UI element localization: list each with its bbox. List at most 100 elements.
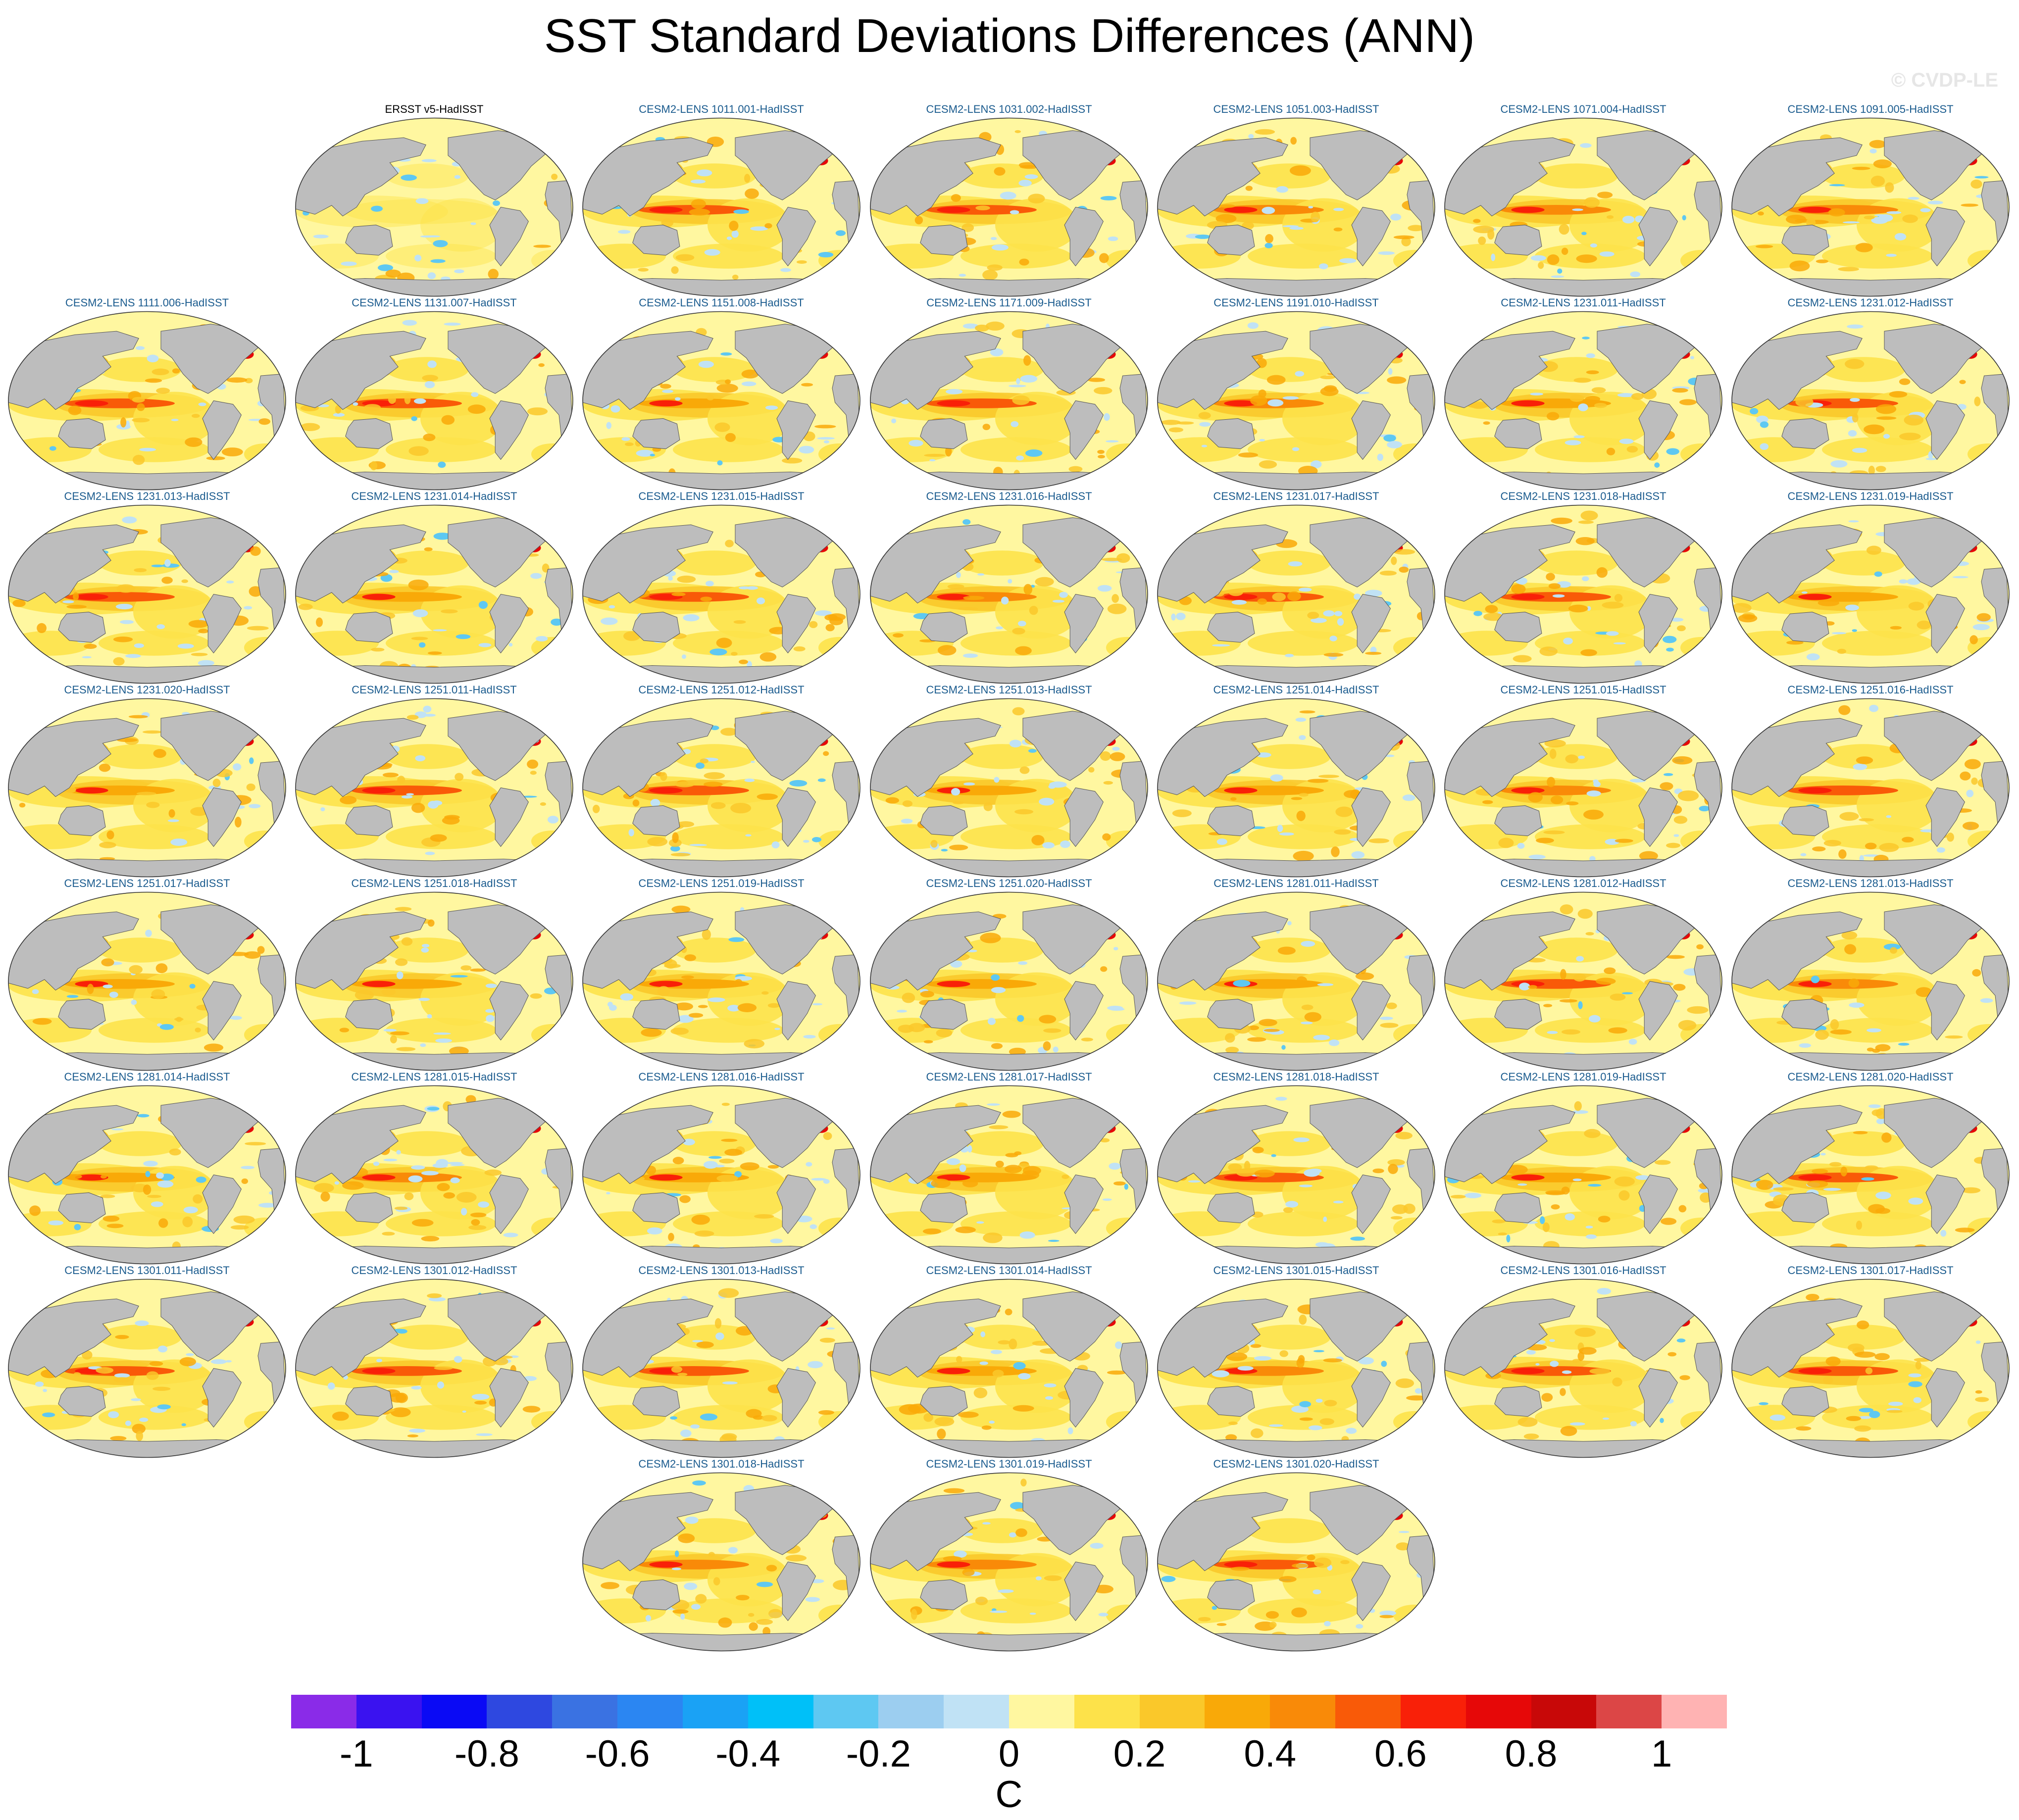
sst-anomaly-patch	[823, 1132, 832, 1140]
sst-anomaly-patch	[1894, 233, 1907, 241]
sst-anomaly-patch	[745, 834, 752, 836]
sst-anomaly-patch	[174, 1017, 184, 1021]
sst-anomaly-patch	[1333, 1200, 1344, 1204]
sst-anomaly-patch	[353, 402, 358, 406]
sst-anomaly-patch	[700, 596, 712, 602]
sst-anomaly-patch	[1666, 647, 1674, 652]
land-mass	[583, 278, 860, 296]
sst-anomaly-patch	[1551, 517, 1572, 524]
sst-anomaly-patch	[1825, 1356, 1841, 1367]
sst-anomaly-patch	[478, 601, 488, 609]
panel-title: CESM2-LENS 1281.013-HadISST	[1787, 877, 1954, 889]
sst-anomaly-patch	[1176, 421, 1194, 425]
sst-anomaly-patch	[1291, 797, 1303, 800]
sst-anomaly-patch	[1920, 208, 1931, 212]
sst-anomaly-patch	[1581, 232, 1587, 236]
sst-anomaly-patch	[1551, 1204, 1560, 1210]
sst-anomaly-patch	[159, 1024, 174, 1030]
sst-anomaly-patch	[316, 617, 323, 627]
land-mass	[1781, 1385, 1829, 1417]
sst-anomaly-patch	[1340, 1560, 1350, 1565]
map-panel: CESM2-LENS 1281.013-HadISST	[1730, 877, 2011, 1073]
sst-anomaly-patch	[1100, 966, 1108, 972]
sst-anomaly-patch	[1816, 259, 1828, 263]
sst-anomaly-patch	[244, 443, 286, 465]
sst-anomaly-patch	[1393, 235, 1414, 240]
sst-anomaly-patch	[721, 1138, 738, 1142]
sst-anomaly-patch	[1016, 378, 1020, 385]
land-mass	[1494, 224, 1542, 256]
sst-anomaly-patch	[125, 1420, 132, 1426]
map-panel: CESM2-LENS 1231.018-HadISST	[1443, 490, 1723, 686]
sst-anomaly-patch	[386, 1325, 469, 1350]
land-mass	[345, 805, 393, 836]
panel-title: CESM2-LENS 1231.011-HadISST	[1501, 296, 1666, 309]
land-mass	[8, 718, 139, 797]
sst-anomaly-patch	[1899, 378, 1911, 385]
land-mass	[820, 1282, 847, 1296]
sst-anomaly-patch	[1842, 221, 1860, 224]
sst-anomaly-patch	[673, 744, 756, 769]
land-mass	[870, 1105, 1001, 1184]
sst-anomaly-patch	[1224, 1033, 1235, 1043]
land-mass	[296, 278, 573, 296]
map-outline	[1444, 1085, 1722, 1265]
land-mass	[1445, 1245, 1722, 1264]
sst-anomaly-patch	[673, 244, 784, 269]
sst-anomaly-patch	[1798, 1174, 1832, 1181]
sst-anomaly-patch	[714, 422, 730, 432]
sst-anomaly-patch	[1402, 794, 1415, 801]
sst-anomaly-patch	[721, 1102, 730, 1106]
sst-anomaly-patch	[423, 434, 436, 442]
sst-anomaly-patch	[454, 175, 461, 179]
sst-anomaly-patch	[1586, 353, 1595, 358]
sst-anomaly-patch	[702, 929, 711, 940]
sst-anomaly-patch	[1868, 465, 1875, 476]
sst-anomaly-patch	[335, 405, 342, 414]
sst-anomaly-patch	[12, 599, 26, 607]
sst-anomaly-patch	[891, 418, 897, 424]
sst-anomaly-patch	[1738, 614, 1758, 623]
sst-anomaly-patch	[1868, 1204, 1885, 1214]
sst-anomaly-patch	[1467, 403, 1489, 408]
sst-anomaly-patch	[179, 1357, 197, 1367]
sst-anomaly-patch	[1538, 261, 1544, 269]
sst-anomaly-patch	[1660, 1218, 1677, 1225]
sst-anomaly-patch	[1299, 1401, 1312, 1408]
sst-anomaly-patch	[1680, 1411, 1722, 1433]
land-mass	[58, 611, 106, 643]
sst-anomaly-patch	[370, 461, 378, 471]
sst-anomaly-patch	[1020, 375, 1038, 383]
sst-anomaly-patch	[673, 357, 756, 382]
sst-anomaly-patch	[193, 1194, 203, 1204]
sst-anomaly-patch	[744, 174, 751, 183]
land-mass	[1682, 121, 1709, 135]
sst-anomaly-patch	[1248, 744, 1331, 769]
sst-anomaly-patch	[1597, 192, 1613, 198]
sst-anomaly-patch	[1370, 646, 1377, 654]
panel-title: CESM2-LENS 1031.002-HadISST	[926, 103, 1092, 115]
sst-anomaly-patch	[533, 245, 551, 248]
sst-anomaly-patch	[1368, 838, 1390, 843]
sst-anomaly-patch	[1559, 224, 1569, 235]
sst-anomaly-patch	[101, 1175, 107, 1179]
sst-map	[1731, 1085, 2010, 1265]
sst-anomaly-patch	[117, 738, 138, 742]
sst-anomaly-patch	[1822, 1376, 1833, 1384]
sst-anomaly-patch	[962, 323, 978, 329]
sst-anomaly-patch	[333, 413, 345, 417]
sst-anomaly-patch	[1678, 1205, 1687, 1213]
sst-anomaly-patch	[962, 1179, 978, 1187]
land-mass	[583, 471, 860, 490]
sst-anomaly-patch	[135, 346, 145, 350]
sst-anomaly-patch	[396, 1150, 401, 1155]
sst-anomaly-patch	[934, 1417, 955, 1426]
sst-anomaly-patch	[244, 1024, 286, 1046]
sst-anomaly-patch	[404, 1192, 414, 1200]
sst-anomaly-patch	[1042, 842, 1055, 849]
land-mass	[1158, 524, 1288, 604]
sst-anomaly-patch	[474, 1400, 487, 1405]
sst-anomaly-patch	[621, 437, 630, 441]
land-mass	[1158, 1245, 1435, 1264]
colorbar-swatch	[1531, 1695, 1597, 1728]
